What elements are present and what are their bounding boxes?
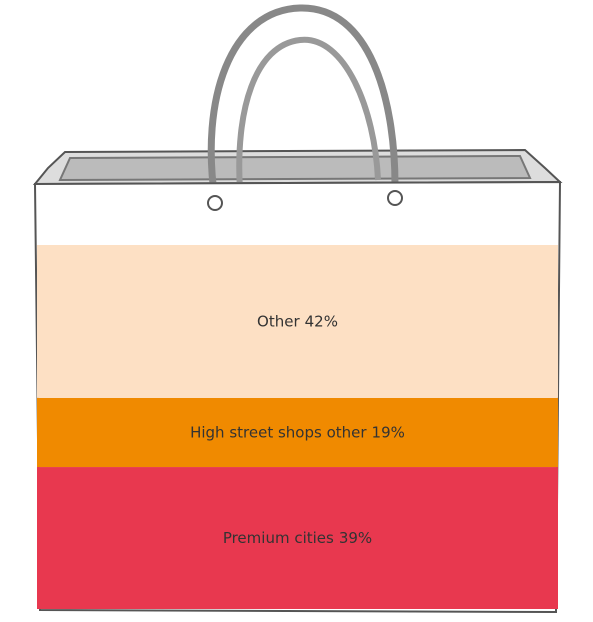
- segment-label: Premium cities 39%: [223, 529, 372, 547]
- segment-name: Other: [257, 312, 300, 330]
- segment: [37, 397, 558, 468]
- segment-name: Premium cities: [223, 529, 334, 547]
- segment: [37, 467, 558, 609]
- segment-label: High street shops other 19%: [190, 423, 405, 441]
- segment-value: 42%: [305, 312, 338, 330]
- segment: [37, 245, 558, 398]
- segment-value: 39%: [339, 529, 372, 547]
- handle: [207, 4, 399, 201]
- segment-label: Other 42%: [257, 312, 338, 330]
- eyelet: [207, 195, 223, 211]
- segments: Premium cities 39% High street shops other…: [37, 245, 558, 609]
- bag-inside: [58, 154, 532, 182]
- segment-name: High street shops other: [190, 423, 367, 441]
- handle: [236, 36, 381, 191]
- eyelet: [387, 190, 403, 206]
- segment-value: 19%: [372, 423, 405, 441]
